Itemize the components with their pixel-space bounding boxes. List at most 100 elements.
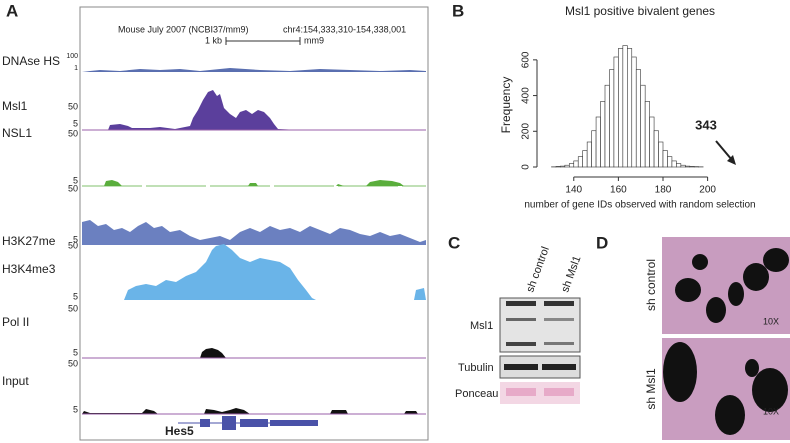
- bar: [609, 69, 615, 168]
- y-tick-label: 200: [521, 123, 532, 140]
- track-scale: 5: [73, 404, 78, 414]
- blot-label: Tubulin: [458, 362, 494, 374]
- band: [506, 342, 536, 346]
- bar: [667, 156, 673, 168]
- genome-label: mm9: [304, 35, 324, 45]
- bar: [586, 141, 592, 168]
- x-tick-label: 200: [699, 185, 716, 196]
- bar: [680, 164, 686, 168]
- scale-bar: [225, 37, 301, 45]
- track-scale: 5: [73, 234, 78, 244]
- band: [542, 364, 576, 370]
- y-tick-label: 400: [521, 87, 532, 104]
- bar: [658, 141, 664, 168]
- bar: [591, 130, 597, 168]
- blot-label: Ponceau: [455, 388, 498, 400]
- bar: [662, 150, 668, 168]
- x-axis-label: number of gene IDs observed with random …: [524, 200, 755, 211]
- y-axis-label: Frequency: [499, 77, 513, 134]
- browser-frame: [79, 6, 429, 441]
- annotation-arrowhead: [727, 155, 736, 165]
- band: [544, 342, 574, 345]
- bar: [689, 166, 695, 168]
- track-scale: 50: [68, 101, 78, 111]
- band: [544, 388, 574, 396]
- band: [544, 301, 574, 306]
- bar: [653, 130, 659, 168]
- bar: [635, 69, 641, 168]
- track-scale: 50: [68, 358, 78, 368]
- bar: [613, 56, 619, 168]
- bar: [631, 56, 637, 168]
- panel-label: A: [6, 1, 18, 20]
- band: [544, 318, 574, 321]
- row-label: sh control: [644, 259, 658, 311]
- lane-label: sh control: [524, 245, 552, 294]
- track-scale: 1: [74, 65, 78, 72]
- track-label: Msl1: [2, 99, 28, 113]
- gene-label: Hes5: [165, 424, 194, 438]
- bar: [644, 101, 650, 168]
- track-profiles: [82, 68, 426, 415]
- track-scale: 5: [73, 118, 78, 128]
- track-scale: 5: [73, 291, 78, 301]
- lane-label: sh Msl1: [559, 254, 583, 294]
- bar: [560, 165, 566, 168]
- band: [506, 301, 536, 306]
- track-label: H3K27me: [2, 234, 56, 248]
- annotation: 343: [695, 117, 717, 132]
- row-label: sh Msl1: [644, 368, 658, 410]
- band: [506, 388, 536, 396]
- bar: [676, 163, 682, 168]
- track-label: DNAse HS: [2, 54, 60, 68]
- bar: [627, 48, 633, 168]
- bar: [573, 160, 579, 168]
- track-scale: 50: [68, 183, 78, 193]
- bar: [577, 156, 583, 168]
- chart-title: Msl1 positive bivalent genes: [565, 4, 715, 18]
- track-label: Pol II: [2, 315, 29, 329]
- bar: [685, 165, 691, 168]
- blot-label: Msl1: [470, 320, 493, 332]
- magnification: 10X: [763, 406, 779, 416]
- y-tick-label: 600: [521, 51, 532, 68]
- y-tick-label: 0: [521, 164, 532, 170]
- annotation-arrow: [715, 140, 733, 161]
- track-label: NSL1: [2, 126, 32, 140]
- bar: [555, 166, 561, 168]
- position: chr4:154,333,310-154,338,001: [283, 24, 406, 34]
- blot: [500, 382, 580, 404]
- scale-label: 1 kb: [205, 35, 222, 45]
- track-scale: 50: [68, 128, 78, 138]
- panel-label: B: [452, 1, 464, 20]
- bar: [582, 150, 588, 168]
- track-scale: 50: [68, 303, 78, 313]
- bar: [640, 84, 646, 168]
- x-tick-label: 180: [655, 185, 672, 196]
- x-tick-label: 160: [610, 185, 627, 196]
- track-scale: 5: [73, 175, 78, 185]
- track-scale: 5: [73, 347, 78, 357]
- track-label: H3K4me3: [2, 262, 56, 276]
- bar: [671, 160, 677, 168]
- bar: [618, 48, 624, 168]
- assembly: Mouse July 2007 (NCBI37/mm9): [118, 24, 249, 34]
- track-label: Input: [2, 374, 29, 388]
- panel-label: C: [448, 233, 460, 252]
- band: [504, 364, 538, 370]
- bar: [569, 163, 575, 168]
- gene-model: [178, 416, 318, 430]
- track-scale: 50: [68, 240, 78, 250]
- panel-label: D: [596, 233, 608, 252]
- bar: [564, 164, 570, 168]
- magnification: 10X: [763, 316, 779, 326]
- blot: [499, 355, 581, 379]
- bar: [604, 84, 610, 168]
- track-scale: 100: [66, 53, 78, 60]
- band: [506, 318, 536, 321]
- colonies: [663, 248, 789, 435]
- bar: [649, 116, 655, 168]
- bar: [595, 116, 601, 168]
- bar: [600, 101, 606, 168]
